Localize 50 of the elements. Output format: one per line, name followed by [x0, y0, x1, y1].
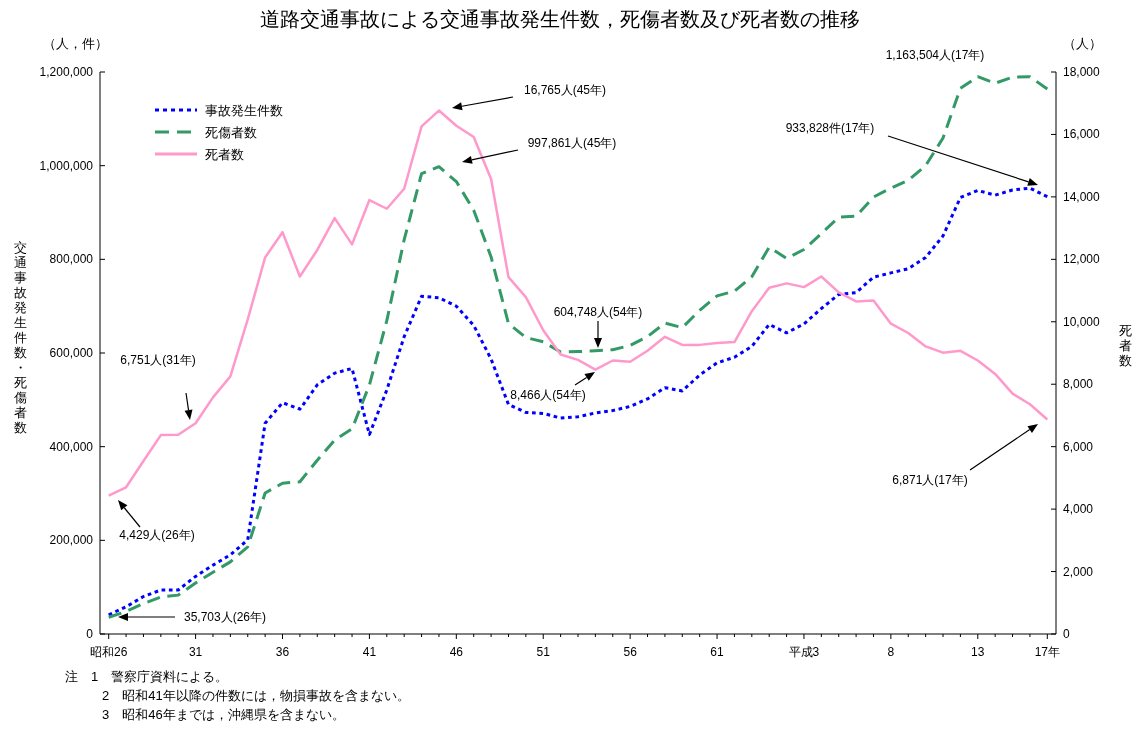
x-tick-label: 36	[275, 645, 290, 659]
y2-tick-label: 6,000	[1063, 439, 1094, 454]
y-tick-label: 1,000,000	[39, 158, 94, 173]
text: 1,163,504人(17年)	[885, 48, 985, 62]
x-tick-label: 51	[536, 645, 551, 659]
annotation: 4,429人(26年)	[119, 528, 195, 542]
legend-label: 死傷者数	[205, 125, 257, 140]
text: 注 1 警察庁資料による。	[65, 669, 229, 684]
annotation: 997,861人(45年)	[527, 136, 617, 150]
text: （人）	[1062, 36, 1102, 51]
text: 2 昭和41年以降の件数には，物損事故を含まない。	[102, 688, 410, 703]
y2-tick-label: 2,000	[1063, 564, 1094, 579]
annotation: 35,703人(26年)	[183, 610, 267, 624]
x-tick-label: 昭和26	[90, 645, 128, 659]
annotation: 6,751人(31年)	[120, 353, 196, 367]
y2-axis-title: 死者数	[1118, 323, 1132, 368]
x-tick-label: 17年	[1034, 645, 1060, 659]
annotation: 8,466人(54年)	[510, 388, 586, 402]
x-tick-label: 31	[188, 645, 203, 659]
y2-tick-label: 4,000	[1063, 502, 1094, 517]
annotation: 6,871人(17年)	[892, 473, 968, 487]
legend-label: 死者数	[205, 147, 244, 162]
text: 交通事故発生件数・死傷者数	[13, 240, 27, 435]
x-tick-label: 平成3	[788, 645, 820, 659]
x-tick-label: 41	[362, 645, 377, 659]
x-tick-label: 13	[971, 645, 985, 659]
x-tick-label: 8	[887, 645, 895, 659]
text: 3 昭和46年までは，沖縄県を含まない。	[102, 707, 345, 722]
y2-tick-label: 12,000	[1063, 252, 1101, 267]
y2-tick-label: 16,000	[1063, 127, 1101, 142]
y-tick-label: 600,000	[49, 346, 94, 360]
annotation: 604,748人(54年)	[553, 305, 643, 319]
y2-tick-label: 14,000	[1063, 189, 1101, 204]
x-tick-label: 61	[710, 645, 725, 659]
y-tick-label: 400,000	[49, 439, 94, 454]
annotation: 16,765人(45年)	[523, 83, 607, 97]
y-tick-label: 0	[86, 627, 94, 641]
y-tick-label: 1,200,000	[39, 65, 94, 79]
y2-tick-label: 10,000	[1063, 314, 1101, 329]
x-tick-label: 46	[449, 645, 464, 659]
legend-label: 事故発生件数	[205, 103, 283, 118]
annotation: 933,828件(17年)	[785, 121, 875, 135]
chart-title: 道路交通事故による交通事故発生件数，死傷者数及び死者数の推移	[260, 8, 860, 30]
y2-tick-label: 8,000	[1063, 377, 1094, 392]
y-tick-label: 800,000	[49, 252, 94, 267]
x-tick-label: 56	[623, 645, 638, 659]
y2-tick-label: 18,000	[1063, 65, 1101, 79]
text: （人，件）	[42, 36, 108, 51]
y2-tick-label: 0	[1063, 627, 1070, 641]
y-tick-label: 200,000	[49, 533, 94, 548]
